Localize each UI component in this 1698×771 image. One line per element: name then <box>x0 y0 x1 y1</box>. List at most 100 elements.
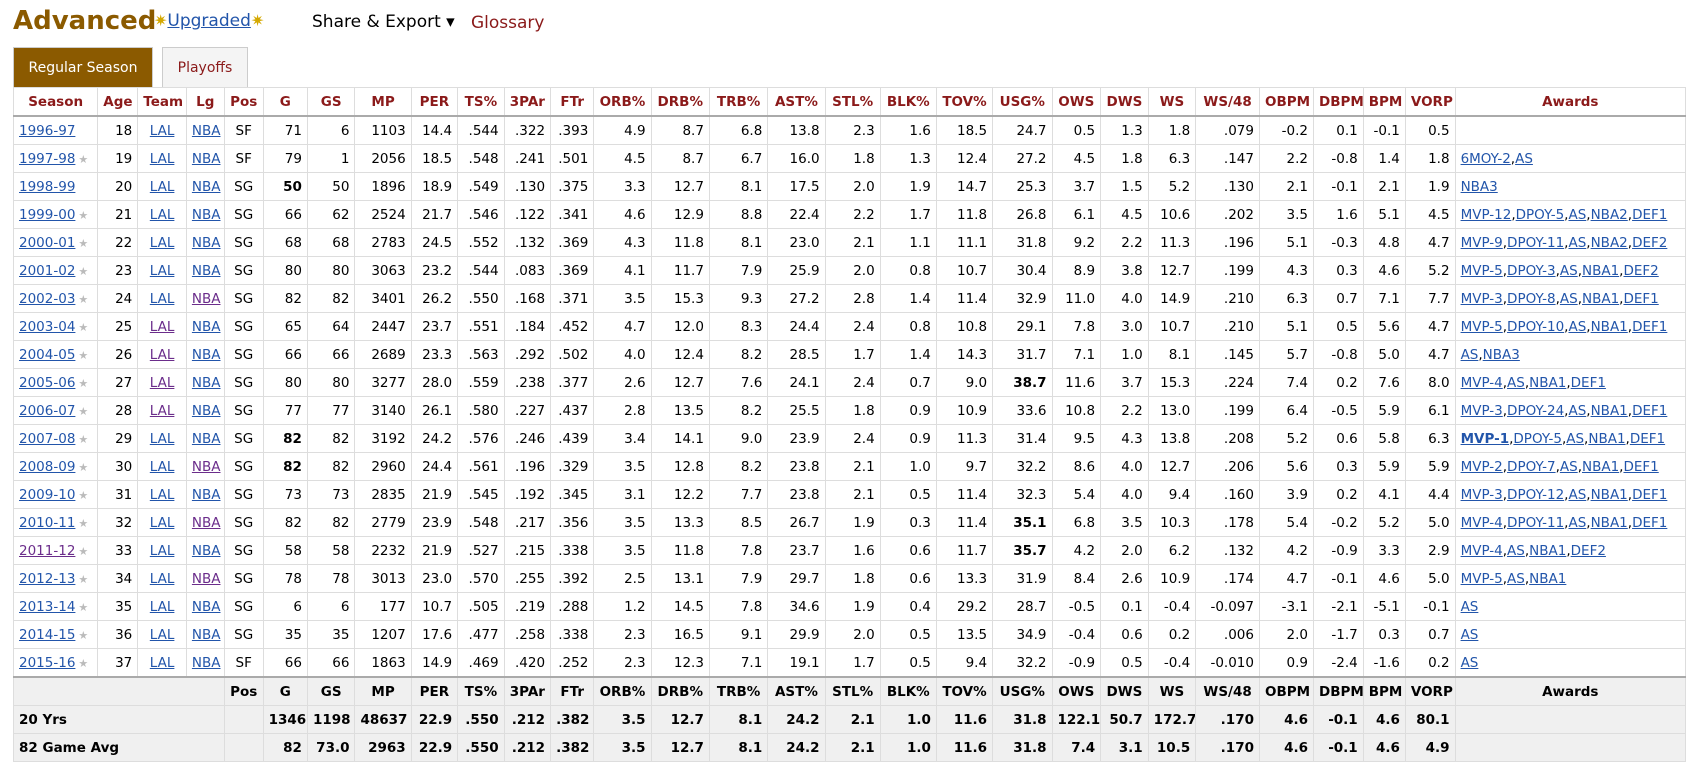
season-link[interactable]: 2003-04 <box>19 318 76 335</box>
award-link[interactable]: NBA1 <box>1590 318 1628 335</box>
column-header-season[interactable]: Season <box>12 87 99 117</box>
league-link[interactable]: NBA <box>191 430 221 447</box>
league-link[interactable]: NBA <box>191 402 221 419</box>
column-header-ftr[interactable]: FTr <box>550 87 595 117</box>
league-link[interactable]: NBA <box>191 234 221 251</box>
team-link[interactable]: LAL <box>149 374 175 391</box>
award-link[interactable]: DPOY-10 <box>1507 318 1565 335</box>
column-header-ws-48[interactable]: WS/48 <box>1195 87 1260 117</box>
league-link[interactable]: NBA <box>191 626 221 643</box>
season-link[interactable]: 1999-00 <box>19 206 76 223</box>
award-link[interactable]: NBA1 <box>1529 374 1567 391</box>
column-header-awards[interactable]: Awards <box>1454 87 1687 117</box>
season-link[interactable]: 2000-01 <box>19 234 76 251</box>
team-link[interactable]: LAL <box>149 122 175 139</box>
award-link[interactable]: AS <box>1559 262 1578 279</box>
column-header-ast-pct[interactable]: AST% <box>767 87 826 117</box>
team-link[interactable]: LAL <box>149 206 175 223</box>
season-link[interactable]: 2010-11 <box>19 514 76 531</box>
award-link[interactable]: DPOY-11 <box>1507 234 1565 251</box>
column-header-ts-pct[interactable]: TS% <box>457 87 505 117</box>
league-link[interactable]: NBA <box>191 486 221 503</box>
team-link[interactable]: LAL <box>149 234 175 251</box>
league-link[interactable]: NBA <box>191 514 221 531</box>
season-link[interactable]: 2001-02 <box>19 262 76 279</box>
league-link[interactable]: NBA <box>191 570 221 587</box>
league-link[interactable]: NBA <box>191 178 221 195</box>
league-link[interactable]: NBA <box>191 346 221 363</box>
award-link[interactable]: DEF1 <box>1632 206 1668 223</box>
tab-regular-season[interactable]: Regular Season <box>13 47 153 88</box>
award-link[interactable]: AS <box>1568 206 1587 223</box>
award-link[interactable]: NBA2 <box>1590 206 1628 223</box>
league-link[interactable]: NBA <box>191 150 221 167</box>
award-link[interactable]: MVP-3 <box>1460 290 1503 307</box>
award-link[interactable]: NBA1 <box>1588 430 1626 447</box>
award-link[interactable]: NBA1 <box>1581 458 1620 475</box>
award-link[interactable]: DPOY-12 <box>1507 486 1565 503</box>
award-link[interactable]: DPOY-5 <box>1515 206 1565 223</box>
team-link[interactable]: LAL <box>149 430 175 447</box>
award-link[interactable]: NBA1 <box>1529 542 1567 559</box>
season-link[interactable]: 2006-07 <box>19 402 76 419</box>
team-link[interactable]: LAL <box>149 150 175 167</box>
award-link[interactable]: MVP-5 <box>1460 262 1503 279</box>
team-link[interactable]: LAL <box>149 570 175 587</box>
award-link[interactable]: AS <box>1559 290 1578 307</box>
share-export-menu[interactable]: Share & Export ▾ <box>312 12 455 32</box>
season-link[interactable]: 2007-08 <box>19 430 76 447</box>
award-link[interactable]: AS <box>1566 430 1585 447</box>
team-link[interactable]: LAL <box>149 626 175 643</box>
award-link[interactable]: AS <box>1460 654 1479 671</box>
award-link[interactable]: AS <box>1568 402 1587 419</box>
league-link[interactable]: NBA <box>191 458 221 475</box>
award-link[interactable]: MVP-9 <box>1460 234 1503 251</box>
league-link[interactable]: NBA <box>191 654 221 671</box>
column-header-mp[interactable]: MP <box>354 87 412 117</box>
column-header-3par[interactable]: 3PAr <box>503 87 552 117</box>
league-link[interactable]: NBA <box>191 290 221 307</box>
team-link[interactable]: LAL <box>149 402 175 419</box>
award-link[interactable]: MVP-12 <box>1460 206 1512 223</box>
award-link[interactable]: MVP-4 <box>1460 514 1503 531</box>
column-header-age[interactable]: Age <box>97 87 139 117</box>
season-link[interactable]: 1998-99 <box>19 178 76 195</box>
league-link[interactable]: NBA <box>191 374 221 391</box>
award-link[interactable]: DEF1 <box>1623 290 1659 307</box>
column-header-tov-pct[interactable]: TOV% <box>935 87 994 117</box>
column-header-obpm[interactable]: OBPM <box>1258 87 1315 117</box>
team-link[interactable]: LAL <box>149 598 175 615</box>
award-link[interactable]: DEF2 <box>1570 542 1606 559</box>
column-header-dws[interactable]: DWS <box>1100 87 1149 117</box>
award-link[interactable]: NBA1 <box>1590 514 1628 531</box>
award-link[interactable]: AS <box>1568 486 1587 503</box>
award-link[interactable]: DEF1 <box>1632 318 1668 335</box>
team-link[interactable]: LAL <box>149 654 175 671</box>
award-link[interactable]: NBA1 <box>1590 486 1628 503</box>
award-link[interactable]: MVP-3 <box>1460 486 1503 503</box>
award-link[interactable]: DPOY-24 <box>1507 402 1565 419</box>
column-header-ows[interactable]: OWS <box>1051 87 1102 117</box>
team-link[interactable]: LAL <box>149 346 175 363</box>
award-link[interactable]: DEF1 <box>1623 458 1659 475</box>
award-link[interactable]: AS <box>1515 150 1533 167</box>
league-link[interactable]: NBA <box>191 598 221 615</box>
column-header-lg[interactable]: Lg <box>185 87 225 117</box>
column-header-per[interactable]: PER <box>410 87 459 117</box>
award-link[interactable]: AS <box>1507 374 1525 391</box>
award-link[interactable]: MVP-5 <box>1460 318 1503 335</box>
season-link[interactable]: 2004-05 <box>19 346 76 363</box>
award-link[interactable]: AS <box>1568 234 1587 251</box>
award-link[interactable]: MVP-4 <box>1460 374 1503 391</box>
award-link[interactable]: AS <box>1507 570 1525 587</box>
column-header-drb-pct[interactable]: DRB% <box>650 87 710 117</box>
award-link[interactable]: AS <box>1460 626 1479 643</box>
column-header-gs[interactable]: GS <box>306 87 356 117</box>
league-link[interactable]: NBA <box>191 122 221 139</box>
upgraded-link[interactable]: Upgraded <box>167 11 251 31</box>
award-link[interactable]: DEF1 <box>1632 486 1668 503</box>
column-header-blk-pct[interactable]: BLK% <box>879 87 937 117</box>
column-header-dbpm[interactable]: DBPM <box>1313 87 1364 117</box>
award-link[interactable]: NBA3 <box>1460 178 1498 195</box>
award-link[interactable]: DPOY-5 <box>1513 430 1562 447</box>
